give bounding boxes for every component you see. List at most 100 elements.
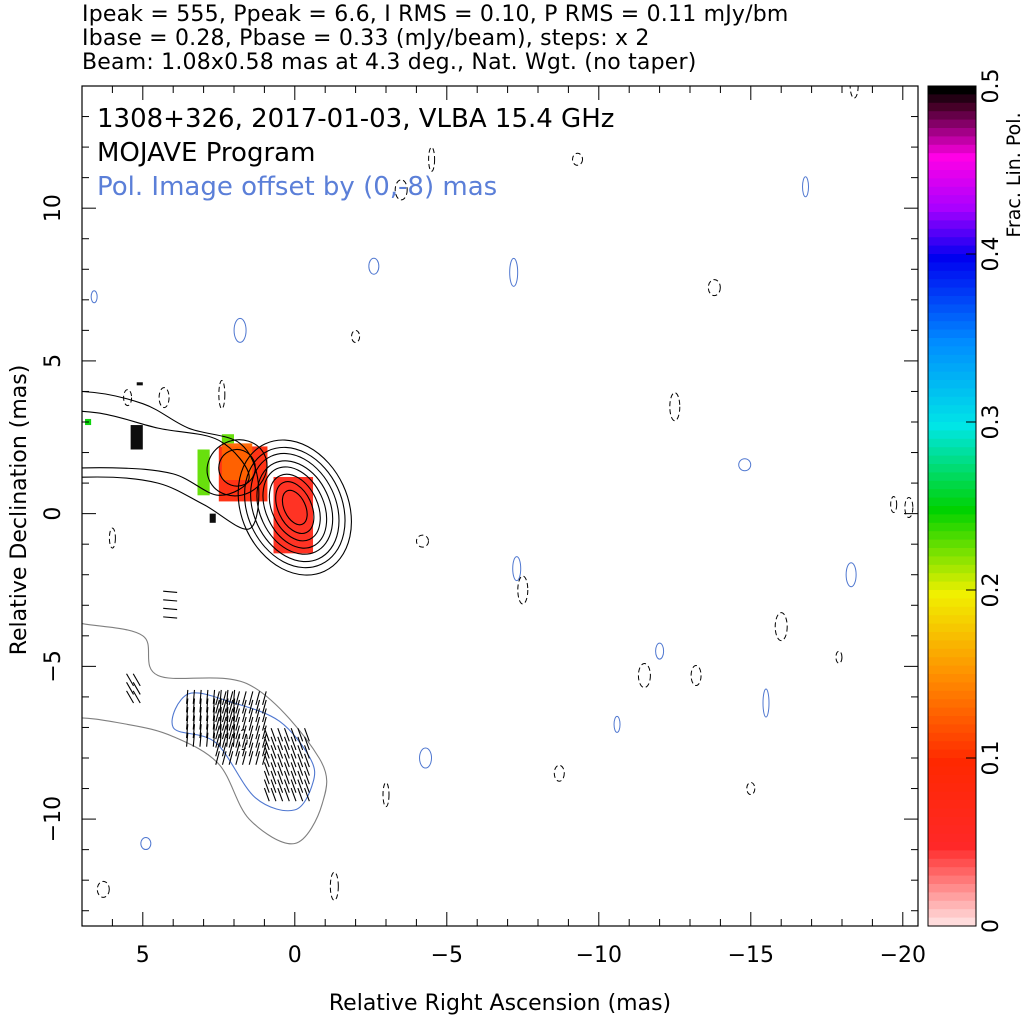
evpa-stick <box>270 770 277 785</box>
colorbar-segment <box>928 892 976 902</box>
evpa-stick <box>290 770 297 785</box>
evpa-stick <box>19 672 24 685</box>
colorbar-segment <box>928 623 976 633</box>
evpa-stick <box>277 787 284 802</box>
colorbar-segment <box>928 119 976 129</box>
evpa-stick <box>206 732 209 747</box>
evpa-stick <box>0 672 4 685</box>
noise-contour <box>90 290 98 304</box>
evpa-stick <box>226 689 229 704</box>
noise-contour <box>572 152 584 166</box>
colorbar-segment <box>928 170 976 179</box>
colorbar-segment <box>928 506 976 515</box>
noise-contour <box>655 642 665 660</box>
noise-contour <box>517 575 529 605</box>
colorbar-tick-label: 0 <box>979 919 1004 933</box>
evpa-stick <box>5 672 10 685</box>
colorbar-segment <box>928 724 976 734</box>
evpa-stick <box>228 699 234 714</box>
evpa-stick <box>262 742 267 757</box>
evpa-stick <box>0 706 4 719</box>
evpa-stick <box>221 751 227 765</box>
evpa-stick <box>226 715 229 730</box>
colorbar-segment <box>928 867 976 877</box>
noise-contour <box>553 764 565 782</box>
x-tick-label: −10 <box>576 943 622 968</box>
noise-contour <box>233 317 247 343</box>
evpa-stick <box>0 681 4 694</box>
evpa-stick <box>192 715 196 730</box>
evpa-stick <box>12 681 17 694</box>
contour-layer <box>82 86 914 901</box>
evpa-stick <box>283 787 290 802</box>
colorbar-segment <box>928 430 976 440</box>
evpa-stick <box>226 724 229 739</box>
evpa-stick <box>304 770 310 785</box>
noise-contour <box>613 715 621 733</box>
evpa-stick <box>12 715 17 728</box>
evpa-stick <box>248 708 254 723</box>
colorbar-segment <box>928 212 976 221</box>
evpa-stick <box>235 699 240 714</box>
evpa-stick <box>290 728 297 742</box>
colorbar-segment <box>928 422 976 431</box>
evpa-stick <box>270 728 277 742</box>
evpa-stick <box>12 698 17 711</box>
colorbar-segment <box>928 321 976 331</box>
stokes-i-contour <box>250 452 340 563</box>
colorbar-segment <box>928 825 976 835</box>
colorbar-segment <box>928 405 976 415</box>
evpa-stick <box>255 725 261 740</box>
colorbar-segment <box>928 489 976 499</box>
evpa-stick <box>206 715 209 730</box>
y-tick-label: 10 <box>41 194 66 222</box>
stokes-i-contour <box>206 439 268 497</box>
x-tick-label: 5 <box>136 943 150 968</box>
colorbar-tick-label: 0.1 <box>979 741 1004 776</box>
source-annotation: 1308+326, 2017-01-03, VLBA 15.4 GHz <box>97 104 614 134</box>
evpa-stick <box>255 733 261 748</box>
colorbar-title: Frac. Lin. Pol. <box>1003 112 1025 237</box>
noise-contour <box>96 880 110 898</box>
noise-contour <box>637 663 651 689</box>
colorbar-segment <box>928 186 976 196</box>
noise-contour <box>845 562 857 588</box>
evpa-stick <box>277 736 284 751</box>
evpa-stick <box>255 751 261 765</box>
colorbar-segment <box>928 228 976 238</box>
evpa-stick <box>221 725 227 740</box>
colorbar-segment <box>928 539 976 549</box>
noise-contour <box>904 497 914 519</box>
evpa-stick <box>5 698 10 711</box>
evpa-stick <box>0 698 4 711</box>
colorbar-segment <box>928 833 976 843</box>
evpa-stick <box>232 715 236 730</box>
colorbar-segment <box>928 346 976 356</box>
evpa-stick <box>248 751 254 765</box>
evpa-stick <box>248 691 254 706</box>
evpa-stick <box>126 690 135 704</box>
evpa-stick <box>277 762 284 776</box>
colorbar-segment <box>928 816 976 826</box>
evpa-layer <box>0 590 310 802</box>
evpa-stick <box>186 724 189 739</box>
evpa-stick <box>262 691 267 706</box>
colorbar-segment <box>928 581 976 591</box>
evpa-stick <box>199 732 202 747</box>
noise-contour <box>669 392 681 422</box>
stokes-i-contour <box>256 460 334 555</box>
noise-contour <box>690 665 702 687</box>
evpa-stick <box>0 715 4 728</box>
evpa-stick <box>212 715 216 730</box>
evpa-stick <box>132 690 141 704</box>
evpa-stick <box>215 733 220 748</box>
evpa-stick <box>304 787 310 802</box>
evpa-stick <box>215 751 220 765</box>
colorbar-segment <box>928 380 976 389</box>
colorbar-segment <box>928 329 976 339</box>
evpa-stick <box>232 689 236 704</box>
header-line-peaks: Ipeak = 555, Ppeak = 6.6, I RMS = 0.10, … <box>82 2 789 27</box>
colorbar-tick-label: 0.5 <box>979 69 1004 104</box>
noise-contour <box>419 747 433 769</box>
evpa-stick <box>263 762 270 776</box>
